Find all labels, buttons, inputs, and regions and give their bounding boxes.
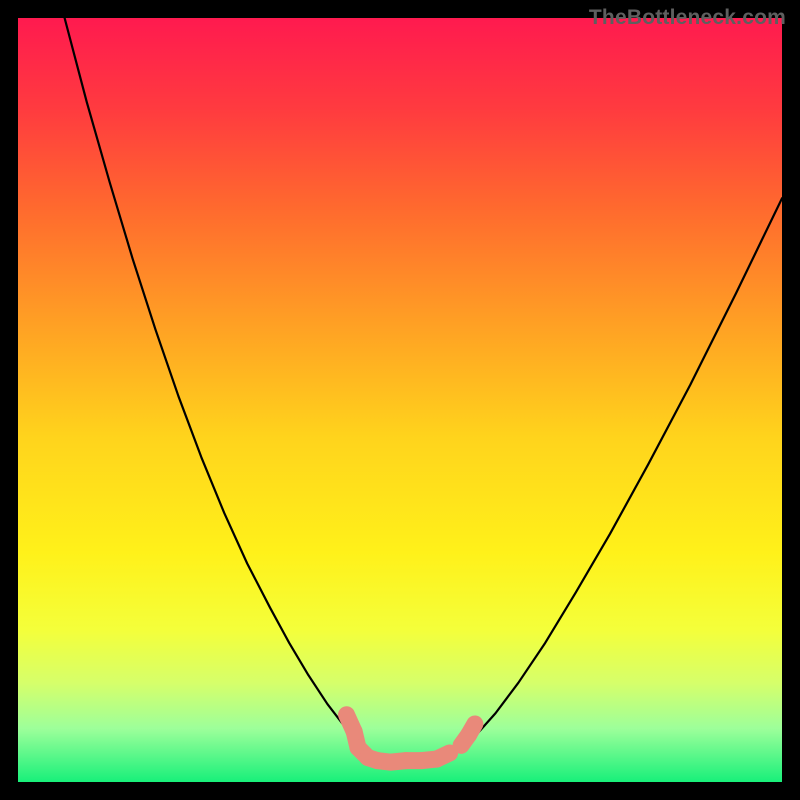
chart-frame: TheBottleneck.com	[0, 0, 800, 800]
plot-svg	[18, 18, 782, 782]
background-gradient	[18, 18, 782, 782]
plot-area	[18, 18, 782, 782]
watermark-text: TheBottleneck.com	[589, 6, 786, 30]
